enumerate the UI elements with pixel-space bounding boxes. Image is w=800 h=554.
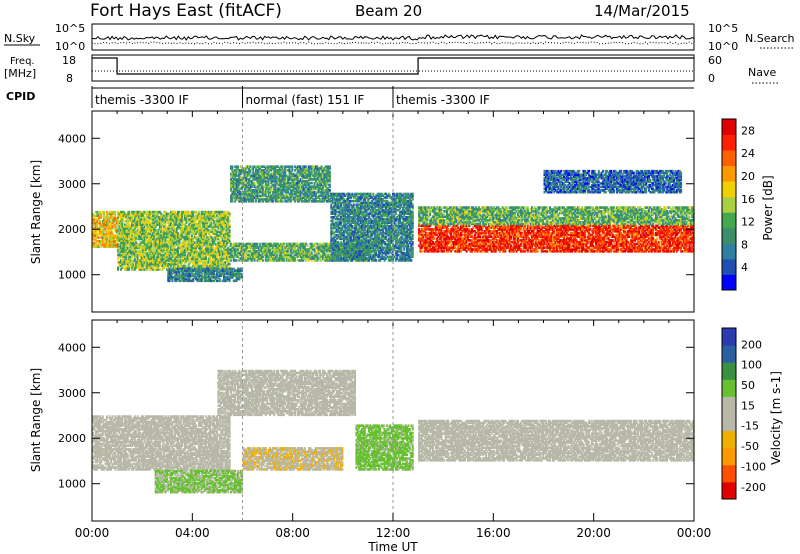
- scatter-cell: [262, 259, 264, 262]
- scatter-cell: [98, 236, 100, 239]
- noise-tick-left-top: 10^5: [55, 22, 85, 35]
- scatter-cell: [329, 189, 331, 192]
- scatter-cell: [254, 182, 256, 185]
- scatter-cell: [237, 165, 239, 168]
- scatter-cell: [329, 165, 331, 168]
- freq-unit: [MHz]: [4, 67, 36, 80]
- frequency-trace: [92, 58, 694, 74]
- noise-search-trace: [92, 42, 694, 44]
- scatter-cell: [114, 211, 116, 214]
- scatter-cell: [103, 211, 105, 214]
- noise-tick-right-top: 10^5: [708, 22, 738, 35]
- nave-tick-bottom: 0: [708, 72, 715, 85]
- beam-label: Beam 20: [355, 2, 422, 20]
- noise-panel: N.Sky 10^5 10^0 10^5 10^0 N.Search: [4, 22, 795, 53]
- scatter-cell: [311, 182, 313, 185]
- scatter-cell: [159, 268, 161, 271]
- plot-title: Fort Hays East (fitACF): [90, 1, 282, 21]
- scatter-cell: [231, 165, 233, 168]
- scatter-cell: [229, 263, 231, 266]
- nave-label: Nave: [748, 66, 776, 79]
- scatter-cell: [112, 231, 114, 234]
- noise-sky-trace: [92, 35, 694, 40]
- scatter-cell: [329, 184, 331, 187]
- freq-tick-top: 18: [62, 54, 76, 67]
- scatter-cell: [123, 220, 125, 223]
- scatter-cell: [219, 278, 221, 281]
- cpid-label: CPID: [6, 90, 35, 103]
- scatter-cell: [311, 252, 313, 255]
- scatter-cell: [283, 243, 285, 246]
- scatter-cell: [229, 240, 231, 243]
- scatter-cell: [99, 220, 101, 223]
- noise-sky-label: N.Sky: [4, 32, 36, 45]
- scatter-cell: [307, 245, 309, 248]
- date-label: 14/Mar/2015: [594, 2, 690, 20]
- scatter-cell: [236, 259, 238, 262]
- scatter-cell: [256, 243, 258, 246]
- cpid-segment-label: themis -3300 IF: [95, 93, 189, 107]
- cpid-row: CPID themis -3300 IF normal (fast) 151 IF…: [6, 86, 694, 108]
- cpid-segment-label: themis -3300 IF: [396, 93, 490, 107]
- scatter-cell: [229, 220, 231, 223]
- scatter-cell: [229, 213, 231, 216]
- noise-search-label: N.Search: [745, 32, 795, 45]
- scatter-cell: [329, 171, 331, 174]
- scatter-cell: [198, 211, 200, 214]
- nave-tick-top: 60: [708, 54, 722, 67]
- noise-tick-left-bottom: 10^0: [55, 40, 85, 53]
- scatter-cell: [291, 165, 293, 168]
- cpid-segment-label: normal (fast) 151 IF: [246, 93, 365, 107]
- freq-label: Freq.: [10, 56, 35, 67]
- frequency-panel: Freq. [MHz] 18 8 60 0 Nave: [4, 54, 780, 85]
- scatter-cell: [229, 223, 231, 226]
- noise-tick-right-bottom: 10^0: [708, 40, 738, 53]
- freq-tick-bottom: 8: [66, 72, 73, 85]
